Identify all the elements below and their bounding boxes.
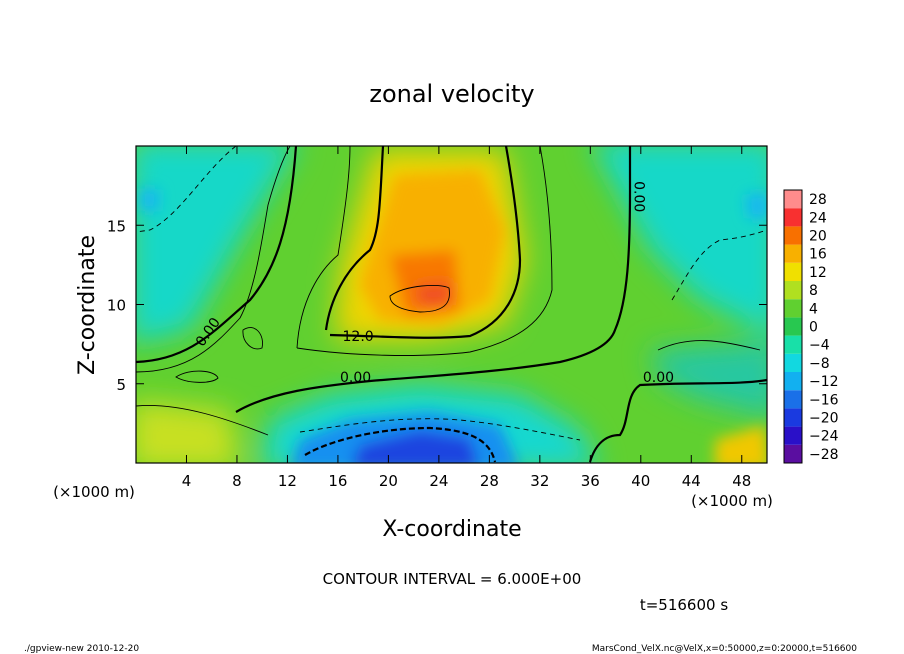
x-unit-right: (×1000 m) [691,492,773,510]
colorbar-segment [784,372,802,391]
colorbar-label: −16 [809,392,839,408]
y-tick-label: 15 [107,217,126,235]
colorbar-segment [784,262,802,281]
colorbar-segment [784,190,802,209]
x-tick-label: 4 [182,472,192,490]
contour-label: 0.00 [340,370,371,386]
colorbar-segment [784,281,802,300]
contour-label: 0.00 [643,370,674,386]
x-axis-label: X-coordinate [382,517,521,542]
colorbar-label: −4 [809,338,830,354]
x-tick-label: 12 [278,472,297,490]
plot-area [136,146,767,463]
footer-left: ./gpview-new 2010-12-20 [24,644,139,654]
colorbar-label: −20 [809,411,839,427]
colorbar-label: 24 [809,210,827,226]
contour-lines [136,146,767,463]
colorbar-label: −24 [809,429,839,445]
contour-label: 12.0 [343,329,374,345]
colorbar-label: −28 [809,447,839,463]
colorbar-label: 12 [809,265,827,281]
x-unit-left: (×1000 m) [53,483,135,501]
y-axis: 5 10 15 [107,217,767,394]
colorbar-segment [784,317,802,336]
colorbar-segment [784,244,802,263]
x-axis: 4 8 12 16 20 24 28 32 36 40 44 48 [182,146,751,490]
colorbar-segment [784,208,802,227]
colorbar: −28 −24 −20 −16 −12 −8 −4 0 4 8 12 16 20 24 28 [783,189,839,464]
x-tick-label: 24 [429,472,448,490]
x-tick-label: 8 [232,472,242,490]
x-tick-label: 28 [480,472,499,490]
colorbar-frame [783,189,803,464]
colorbar-label: 16 [809,247,827,263]
colorbar-label: 8 [809,283,818,299]
y-tick-label: 5 [116,376,126,394]
x-tick-label: 36 [581,472,600,490]
colorbar-label: −8 [809,356,830,372]
x-tick-label: 40 [631,472,650,490]
chart-title: zonal velocity [369,80,534,108]
y-tick-label: 10 [107,297,126,315]
x-tick-label: 32 [530,472,549,490]
colorbar-segment [784,426,802,445]
colorbar-segment [784,390,802,409]
colorbar-segment [784,444,802,463]
time-note: t=516600 s [640,596,728,614]
y-axis-label: Z-coordinate [75,235,100,375]
colorbar-label: 28 [809,192,827,208]
x-tick-label: 16 [328,472,347,490]
contour-interval-note: CONTOUR INTERVAL = 6.000E+00 [323,570,582,588]
footer-right: MarsCond_VelX.nc@VelX,x=0:50000,z=0:2000… [592,644,857,654]
colorbar-segment [784,408,802,427]
colorbar-segment [784,335,802,354]
x-tick-label: 48 [732,472,751,490]
x-tick-label: 20 [379,472,398,490]
colorbar-label: −12 [809,374,839,390]
colorbar-label: 20 [809,229,827,245]
contour-label: 0.00 [630,181,646,212]
colorbar-segment [784,353,802,372]
colorbar-label: 0 [809,320,818,336]
colorbar-segment [784,299,802,318]
x-tick-label: 44 [682,472,701,490]
colorbar-label: 4 [809,301,818,317]
colorbar-segment [784,226,802,245]
